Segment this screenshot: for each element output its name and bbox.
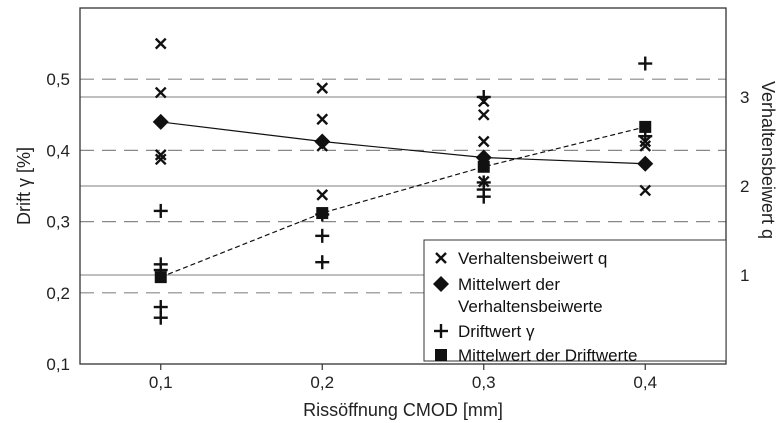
y-tick-label: 0,2 [46, 284, 70, 303]
marker-stroke [639, 140, 652, 152]
data-point-square [316, 207, 329, 220]
legend-marker-diamond [433, 276, 449, 292]
marker-stroke [316, 189, 329, 201]
data-point-x [154, 86, 167, 99]
data-point-x [639, 184, 652, 197]
marker-stroke [316, 82, 329, 94]
series-line-3 [160, 126, 646, 278]
y-tick-label: 0,3 [46, 213, 70, 232]
legend: Verhaltensbeiwert q Mittelwert der Verha… [423, 239, 727, 365]
y2-tick-label: 1 [740, 266, 749, 285]
data-point-x [154, 37, 167, 50]
data-point-plus [153, 310, 168, 325]
legend-marker-plus [434, 324, 448, 338]
data-point-plus [638, 56, 653, 71]
data-point-plus [315, 255, 330, 270]
legend-label-driftwert: Driftwert γ [458, 322, 535, 341]
y2-axis-label: Verhaltensbeiwert q [758, 81, 776, 239]
data-point-diamond [637, 155, 654, 172]
legend-label-mittelwert-q-line1: Mittelwert der [458, 275, 560, 294]
legend-label-mittelwert-q-line2: Verhaltensbeiwerte [458, 297, 603, 316]
data-point-x [316, 82, 329, 94]
data-point-x [316, 189, 329, 201]
legend-markers [433, 252, 449, 361]
data-point-x [154, 149, 167, 161]
series-line-1 [160, 121, 646, 165]
data-point-x [477, 108, 490, 121]
marker-stroke [154, 149, 167, 161]
data-point-x [639, 140, 652, 152]
y-tick-label: 0,4 [46, 141, 70, 160]
legend-label-mittelwert-drift: Mittelwert der Driftwerte [458, 346, 637, 365]
data-point-x [154, 153, 167, 166]
data-point-plus [315, 228, 330, 243]
tick-labels: 0,1 0,2 0,3 0,4 0,1 0,2 0,3 0,4 0,5 1 2 3 [46, 70, 749, 392]
x-axis-label: Rissöffnung CMOD [mm] [303, 400, 503, 420]
data-point-plus [476, 90, 491, 104]
data-marks [152, 37, 654, 325]
y2-tick-label: 2 [740, 177, 749, 196]
legend-marker-square [435, 349, 447, 361]
data-point-square [477, 160, 490, 173]
legend-box [423, 239, 727, 362]
marker-stroke [316, 113, 329, 126]
plot-frame [79, 7, 727, 365]
marker-stroke [154, 86, 167, 99]
legend-label-verhaltensbeiwert: Verhaltensbeiwert q [458, 249, 607, 268]
marker-stroke [477, 135, 490, 148]
data-point-square [154, 271, 167, 284]
data-point-x [316, 113, 329, 126]
data-point-diamond [152, 113, 169, 130]
y-tick-label: 0,5 [46, 70, 70, 89]
data-point-diamond [314, 133, 331, 150]
marker-stroke [477, 108, 490, 121]
x-tick-label: 0,3 [472, 373, 496, 392]
marker-stroke [639, 184, 652, 197]
data-point-plus [476, 189, 491, 204]
y2-tick-label: 3 [740, 88, 749, 107]
data-point-square [639, 120, 652, 133]
mean-lines [160, 121, 646, 278]
marker-stroke [154, 153, 167, 166]
legend-marker-x [435, 252, 447, 264]
x-tick-label: 0,1 [149, 373, 173, 392]
y-axis-label: Drift γ [%] [14, 147, 34, 225]
marker-stroke [435, 252, 447, 264]
y-tick-label: 0,1 [46, 355, 70, 374]
marker-stroke [154, 37, 167, 50]
data-point-plus [153, 203, 168, 218]
x-tick-label: 0,2 [310, 373, 334, 392]
x-tick-label: 0,4 [633, 373, 657, 392]
data-point-x [477, 135, 490, 148]
